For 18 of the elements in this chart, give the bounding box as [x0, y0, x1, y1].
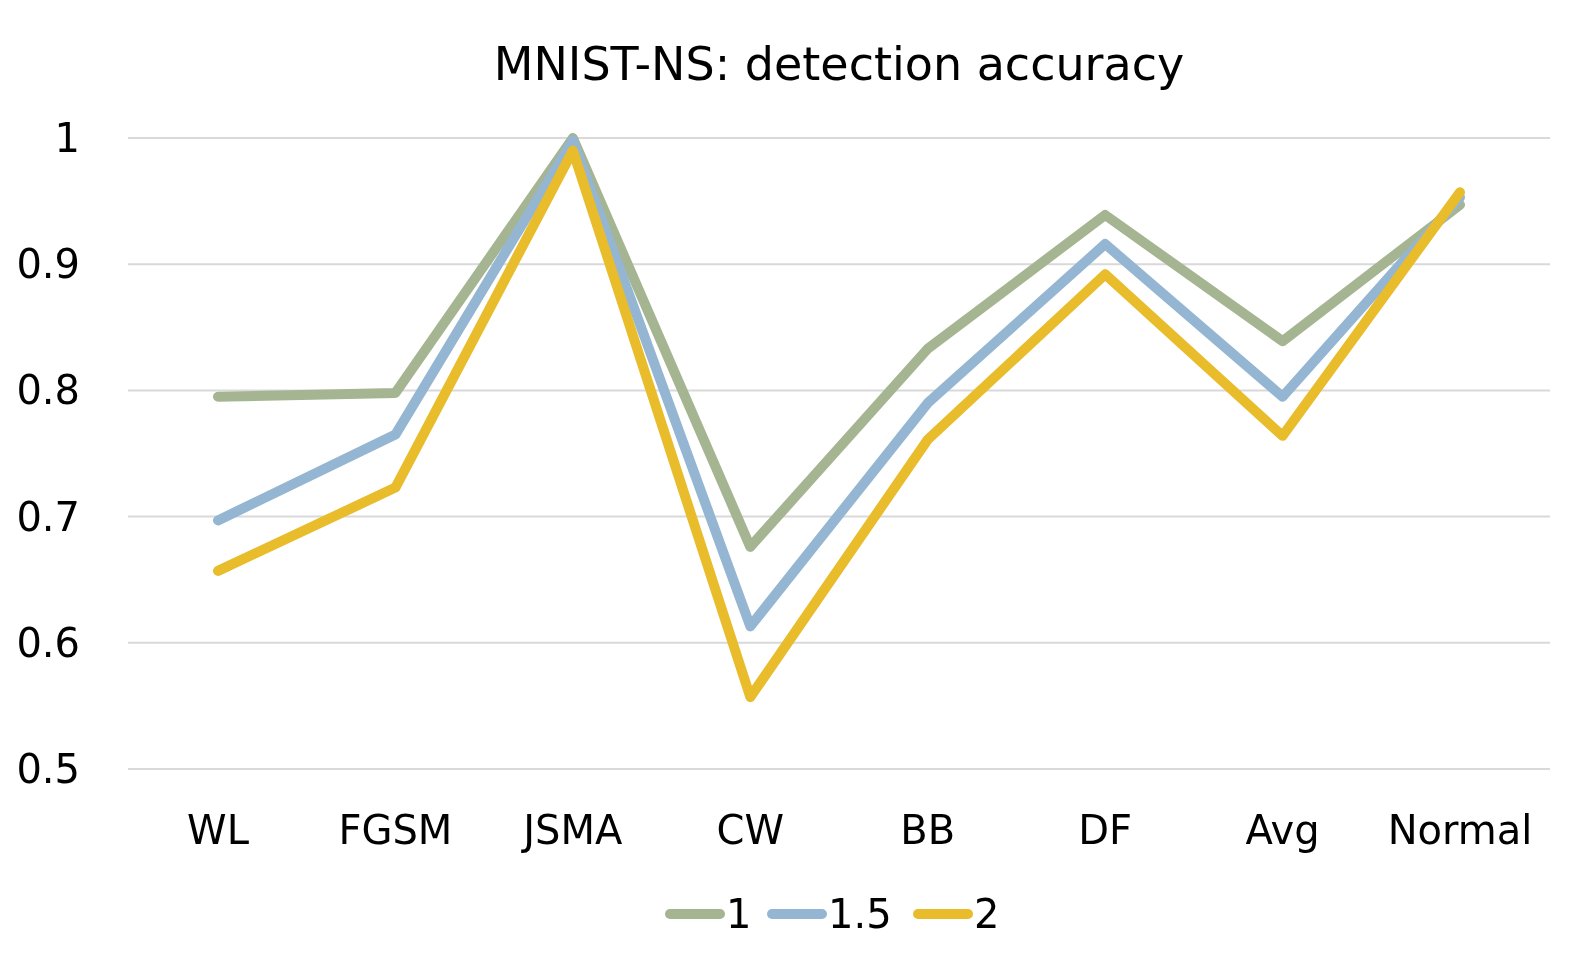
legend-label: 1 — [726, 891, 752, 937]
y-tick-label: 0.7 — [16, 493, 80, 540]
y-tick-label: 0.9 — [16, 241, 80, 288]
x-tick-label: JSMA — [520, 807, 624, 853]
y-tick-label: 0.6 — [16, 619, 80, 666]
legend-label: 1.5 — [828, 891, 892, 937]
x-tick-label: WL — [187, 807, 250, 853]
x-tick-label: FGSM — [338, 807, 453, 853]
legend-label: 2 — [974, 891, 1000, 937]
x-tick-label: CW — [716, 807, 785, 853]
y-tick-label: 0.5 — [16, 746, 80, 792]
x-tick-label: Normal — [1387, 807, 1533, 853]
chart-title: MNIST-NS: detection accuracy — [493, 37, 1185, 91]
y-tick-label: 0.8 — [16, 367, 80, 414]
x-tick-label: DF — [1078, 807, 1133, 853]
x-tick-label: Avg — [1245, 807, 1320, 853]
x-tick-label: BB — [900, 807, 956, 853]
y-tick-label: 1 — [54, 115, 80, 161]
